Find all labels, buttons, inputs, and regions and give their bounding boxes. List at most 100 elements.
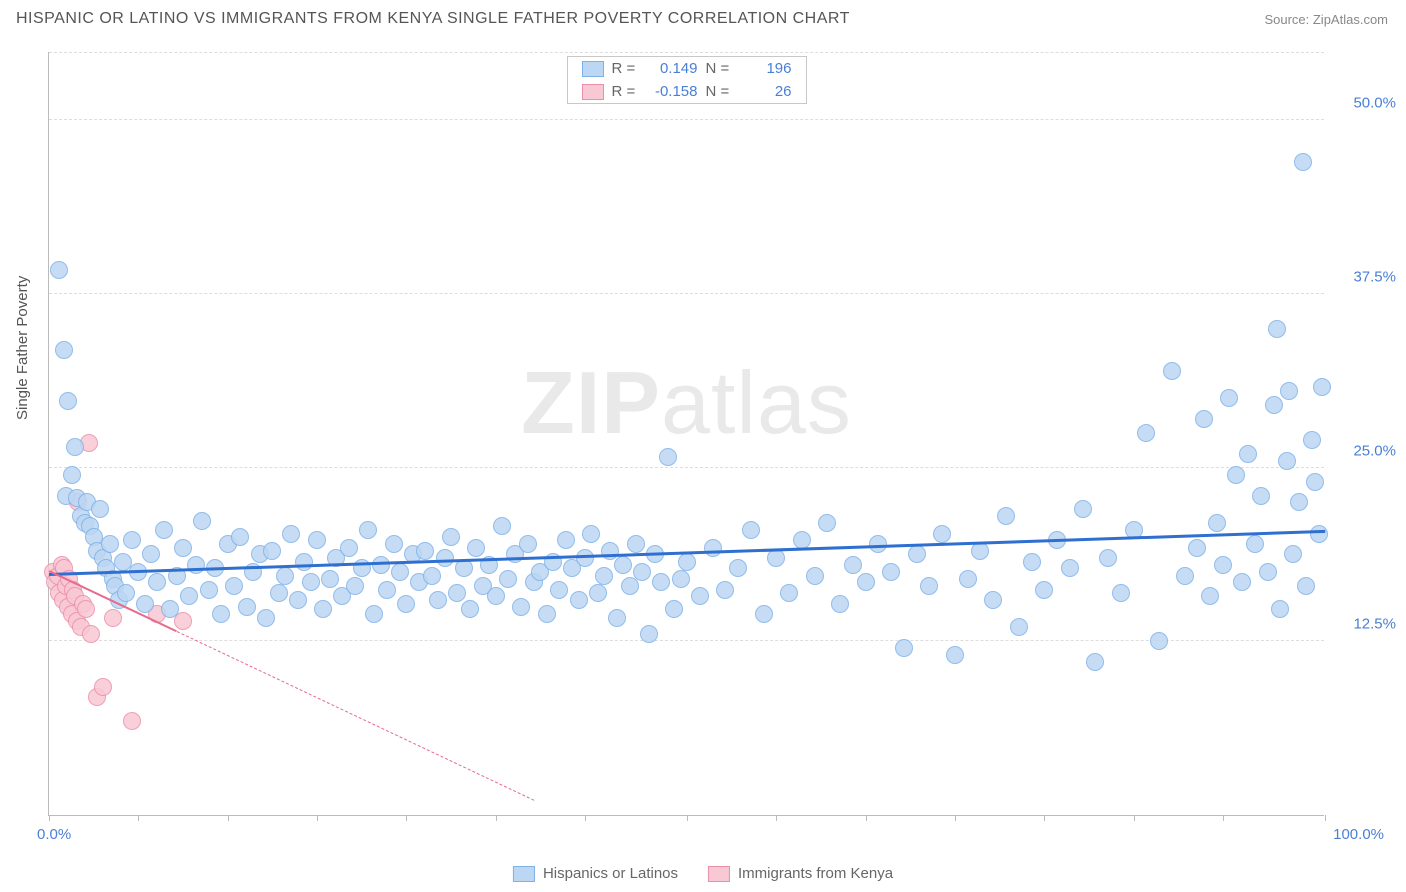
swatch-series1 xyxy=(582,61,604,77)
data-point xyxy=(844,556,862,574)
data-point xyxy=(436,549,454,567)
data-point xyxy=(385,535,403,553)
data-point xyxy=(263,542,281,560)
data-point xyxy=(1086,653,1104,671)
data-point xyxy=(1239,445,1257,463)
data-point xyxy=(91,500,109,518)
data-point xyxy=(180,587,198,605)
data-point xyxy=(716,581,734,599)
data-point xyxy=(101,535,119,553)
data-point xyxy=(1023,553,1041,571)
data-point xyxy=(257,609,275,627)
x-tick xyxy=(1044,815,1045,821)
data-point xyxy=(1188,539,1206,557)
data-point xyxy=(997,507,1015,525)
data-point xyxy=(589,584,607,602)
data-point xyxy=(621,577,639,595)
data-point xyxy=(1268,320,1286,338)
bottom-legend: Hispanics or Latinos Immigrants from Ken… xyxy=(513,865,893,882)
data-point xyxy=(1310,525,1328,543)
data-point xyxy=(200,581,218,599)
legend-item-series2: Immigrants from Kenya xyxy=(708,865,893,882)
y-tick-label: 50.0% xyxy=(1353,95,1396,112)
data-point xyxy=(365,605,383,623)
data-point xyxy=(704,539,722,557)
data-point xyxy=(729,559,747,577)
y-tick-label: 37.5% xyxy=(1353,269,1396,286)
data-point xyxy=(665,600,683,618)
data-point xyxy=(416,542,434,560)
data-point xyxy=(63,466,81,484)
data-point xyxy=(1201,587,1219,605)
data-point xyxy=(397,595,415,613)
data-point xyxy=(231,528,249,546)
data-point xyxy=(148,573,166,591)
data-point xyxy=(487,587,505,605)
x-axis-max: 100.0% xyxy=(1333,826,1384,843)
data-point xyxy=(920,577,938,595)
data-point xyxy=(806,567,824,585)
data-point xyxy=(493,517,511,535)
data-point xyxy=(742,521,760,539)
data-point xyxy=(1246,535,1264,553)
data-point xyxy=(117,584,135,602)
data-point xyxy=(1265,396,1283,414)
data-point xyxy=(608,609,626,627)
gridline xyxy=(49,467,1324,468)
data-point xyxy=(818,514,836,532)
x-tick xyxy=(496,815,497,821)
data-point xyxy=(1294,153,1312,171)
x-tick xyxy=(955,815,956,821)
data-point xyxy=(1297,577,1315,595)
data-point xyxy=(908,545,926,563)
x-tick xyxy=(585,815,586,821)
data-point xyxy=(340,539,358,557)
data-point xyxy=(895,639,913,657)
x-tick xyxy=(687,815,688,821)
data-point xyxy=(136,595,154,613)
data-point xyxy=(857,573,875,591)
gridline xyxy=(49,293,1324,294)
data-point xyxy=(1099,549,1117,567)
data-point xyxy=(793,531,811,549)
data-point xyxy=(225,577,243,595)
data-point xyxy=(442,528,460,546)
chart-plot-area: ZIPatlas R = 0.149 N = 196 R = -0.158 N … xyxy=(48,52,1324,816)
x-axis-min: 0.0% xyxy=(37,826,71,843)
data-point xyxy=(467,539,485,557)
data-point xyxy=(933,525,951,543)
data-point xyxy=(429,591,447,609)
data-point xyxy=(1252,487,1270,505)
chart-title: HISPANIC OR LATINO VS IMMIGRANTS FROM KE… xyxy=(16,10,850,28)
data-point xyxy=(155,521,173,539)
data-point xyxy=(174,539,192,557)
source-label: Source: ZipAtlas.com xyxy=(1264,12,1388,27)
stats-row-series1: R = 0.149 N = 196 xyxy=(568,57,806,80)
data-point xyxy=(161,600,179,618)
data-point xyxy=(346,577,364,595)
y-axis-label: Single Father Poverty xyxy=(14,276,31,420)
data-point xyxy=(308,531,326,549)
data-point xyxy=(50,261,68,279)
data-point xyxy=(755,605,773,623)
x-tick xyxy=(317,815,318,821)
data-point xyxy=(1035,581,1053,599)
data-point xyxy=(1163,362,1181,380)
legend-swatch-series1 xyxy=(513,866,535,882)
data-point xyxy=(270,584,288,602)
data-point xyxy=(1313,378,1331,396)
data-point xyxy=(82,625,100,643)
data-point xyxy=(295,553,313,571)
data-point xyxy=(1112,584,1130,602)
data-point xyxy=(519,535,537,553)
data-point xyxy=(104,609,122,627)
data-point xyxy=(66,438,84,456)
y-tick-label: 12.5% xyxy=(1353,616,1396,633)
data-point xyxy=(831,595,849,613)
watermark: ZIPatlas xyxy=(521,352,852,454)
data-point xyxy=(652,573,670,591)
data-point xyxy=(123,712,141,730)
data-point xyxy=(499,570,517,588)
data-point xyxy=(1303,431,1321,449)
data-point xyxy=(659,448,677,466)
